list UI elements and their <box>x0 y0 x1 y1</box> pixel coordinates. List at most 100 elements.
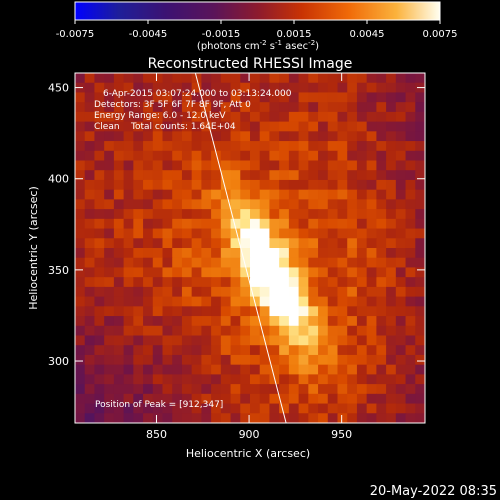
heatmap-cell <box>405 160 416 171</box>
heatmap-cell <box>230 170 241 181</box>
heatmap-cell <box>347 73 358 84</box>
heatmap-cell <box>84 393 96 405</box>
heatmap-cell <box>327 111 339 123</box>
heatmap-cell <box>356 102 368 113</box>
heatmap-cell <box>181 413 193 423</box>
heatmap-cell <box>415 199 425 210</box>
heatmap-cell <box>191 393 202 405</box>
heatmap-cell <box>84 354 96 366</box>
heatmap-cell <box>211 150 222 162</box>
heatmap-cell <box>269 238 280 249</box>
heatmap-cell <box>347 199 358 210</box>
heatmap-cell <box>327 257 339 269</box>
heatmap-cell <box>259 228 271 239</box>
heatmap-cell <box>269 316 280 327</box>
heatmap-cell <box>288 286 300 298</box>
heatmap-cell <box>308 316 319 327</box>
heatmap-cell <box>220 92 232 103</box>
heatmap-cell <box>201 393 212 405</box>
heatmap-cell <box>366 384 377 395</box>
heatmap-cell <box>230 335 241 346</box>
heatmap-cell <box>133 374 144 385</box>
heatmap-cell <box>279 73 290 84</box>
heatmap-cell <box>366 267 377 278</box>
heatmap-cell <box>84 102 96 113</box>
heatmap-cell <box>162 218 173 230</box>
heatmap-cell <box>201 131 212 142</box>
heatmap-cell <box>220 277 232 288</box>
heatmap-cell <box>386 82 397 94</box>
heatmap-cell <box>240 150 251 162</box>
heatmap-cell <box>84 189 96 200</box>
heatmap-cell <box>152 325 164 337</box>
heatmap-cell <box>386 141 397 152</box>
heatmap-cell <box>162 325 173 337</box>
heatmap-cell <box>386 160 397 171</box>
heatmap-cell <box>386 102 397 113</box>
heatmap-cell <box>405 209 416 220</box>
heatmap-cell <box>415 189 425 200</box>
heatmap-cell <box>220 73 232 84</box>
heatmap-cell <box>162 92 173 103</box>
heatmap-cell <box>240 325 251 337</box>
heatmap-cell <box>94 403 105 414</box>
heatmap-cell <box>376 102 387 113</box>
heatmap-cell <box>104 141 115 152</box>
heatmap-cell <box>405 354 416 366</box>
heatmap-cell <box>143 179 154 191</box>
heatmap-cell <box>376 374 387 385</box>
heatmap-cell <box>386 238 397 249</box>
heatmap-cell <box>201 325 212 337</box>
heatmap-cell <box>298 248 309 259</box>
heatmap-cell <box>298 277 309 288</box>
heatmap-cell <box>152 150 164 162</box>
heatmap-cell <box>308 189 319 200</box>
heatmap-cell <box>113 73 125 84</box>
heatmap-cell <box>181 374 193 385</box>
heatmap-cell <box>152 403 164 414</box>
heatmap-cell <box>395 150 407 162</box>
heatmap-cell <box>347 413 358 423</box>
heatmap-cell <box>405 296 416 307</box>
heatmap-cell <box>405 189 416 200</box>
heatmap-cell <box>104 189 115 200</box>
heatmap-cell <box>123 413 134 423</box>
heatmap-cell <box>395 189 407 200</box>
heatmap-cell <box>104 306 115 317</box>
heatmap-cell <box>318 228 329 239</box>
heatmap-cell <box>211 189 222 200</box>
heatmap-cell <box>298 354 309 366</box>
heatmap-cell <box>123 306 134 317</box>
heatmap-cell <box>162 248 173 259</box>
heatmap-cell <box>259 179 271 191</box>
heatmap-cell <box>347 228 358 239</box>
heatmap-cell <box>250 354 261 366</box>
heatmap-cell <box>201 374 212 385</box>
heatmap-cell <box>220 325 232 337</box>
heatmap-cell <box>288 82 300 94</box>
heatmap-cell <box>347 364 358 375</box>
heatmap-cell <box>259 413 271 423</box>
heatmap-cell <box>230 257 241 269</box>
heatmap-cell <box>172 150 183 162</box>
heatmap-cell <box>269 384 280 395</box>
heatmap-cell <box>366 277 377 288</box>
heatmap-cell <box>201 150 212 162</box>
heatmap-cell <box>395 111 407 123</box>
heatmap-cell <box>240 345 251 356</box>
heatmap-cell <box>318 393 329 405</box>
heatmap-cell <box>230 131 241 142</box>
heatmap-cell <box>395 141 407 152</box>
heatmap-cell <box>337 189 348 200</box>
heatmap-cell <box>269 257 280 269</box>
heatmap-cell <box>279 160 290 171</box>
heatmap-cell <box>201 121 212 132</box>
heatmap-cell <box>269 102 280 113</box>
heatmap-cell <box>123 218 134 230</box>
heatmap-cell <box>181 82 193 94</box>
heatmap-cell <box>123 335 134 346</box>
heatmap-cell <box>143 228 154 239</box>
heatmap-cell <box>298 364 309 375</box>
heatmap-cell <box>337 296 348 307</box>
heatmap-cell <box>172 335 183 346</box>
